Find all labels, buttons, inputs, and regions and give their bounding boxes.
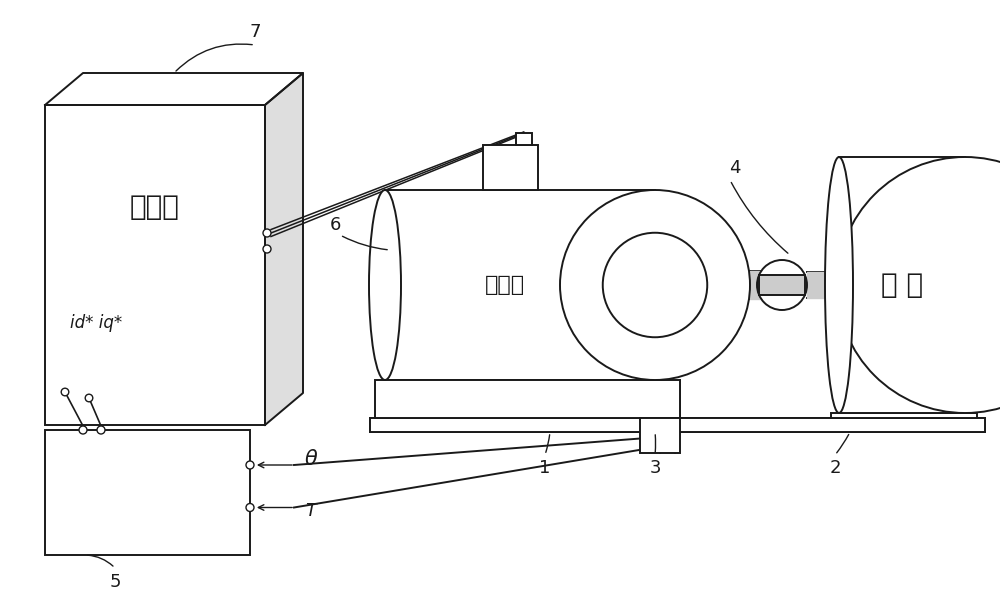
Circle shape [97, 426, 105, 434]
Circle shape [85, 394, 93, 402]
Bar [516, 133, 532, 145]
Text: id* iq*: id* iq* [70, 314, 122, 332]
Bar [759, 275, 805, 295]
Bar [839, 157, 965, 413]
Circle shape [560, 190, 750, 380]
Bar [375, 380, 680, 418]
Bar [370, 418, 985, 432]
Circle shape [603, 233, 707, 337]
Text: 逆变器: 逆变器 [130, 193, 180, 221]
Text: T: T [305, 503, 316, 520]
Text: 电动机: 电动机 [485, 275, 525, 295]
Polygon shape [265, 73, 303, 425]
Text: 3: 3 [649, 459, 661, 477]
Circle shape [263, 229, 271, 237]
Circle shape [61, 388, 69, 396]
Text: 负 载: 负 载 [881, 271, 923, 299]
Circle shape [79, 426, 87, 434]
Text: 1: 1 [539, 459, 551, 477]
Text: 2: 2 [829, 459, 841, 477]
Text: 4: 4 [729, 159, 741, 177]
Bar [831, 413, 977, 418]
Circle shape [246, 461, 254, 469]
Text: 5: 5 [109, 573, 121, 591]
Circle shape [263, 245, 271, 253]
Polygon shape [45, 73, 303, 105]
Bar [482, 145, 538, 190]
Bar [640, 418, 680, 453]
Circle shape [246, 503, 254, 512]
Circle shape [837, 157, 1000, 413]
Ellipse shape [825, 157, 853, 413]
Text: 6: 6 [329, 216, 341, 234]
Bar [385, 190, 655, 380]
Ellipse shape [369, 190, 401, 380]
Bar [370, 418, 985, 432]
Bar [45, 105, 265, 425]
Text: 7: 7 [249, 23, 261, 41]
Bar [45, 430, 250, 555]
Circle shape [757, 260, 807, 310]
Text: θ: θ [305, 449, 318, 469]
